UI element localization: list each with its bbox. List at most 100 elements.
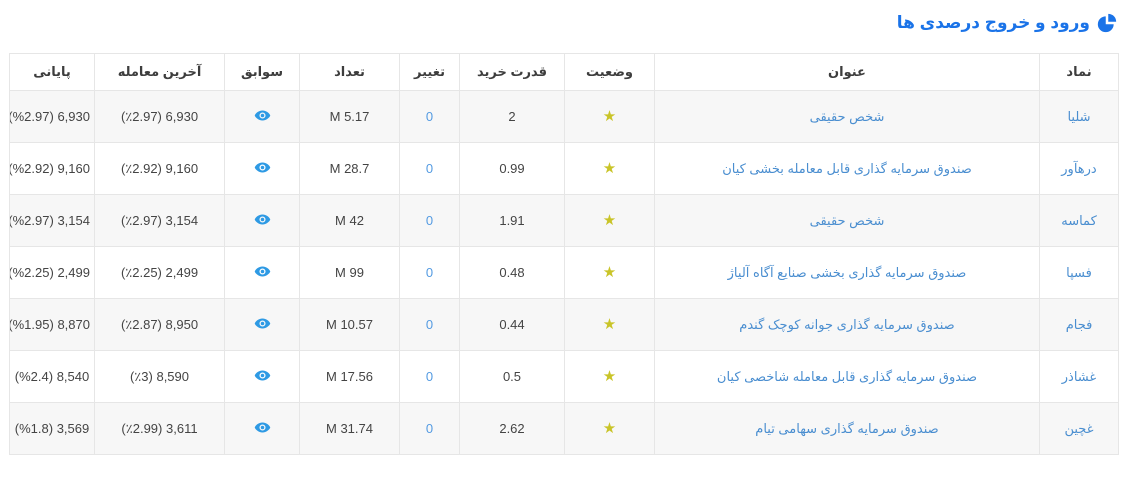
symbol-cell: غچین: [1039, 402, 1119, 455]
count-cell: M 28.7: [299, 142, 400, 195]
close-cell: 8,540 (%2.4): [9, 350, 95, 403]
buy-power-cell: 0.5: [459, 350, 565, 403]
col-header-symbol: نماد: [1039, 53, 1119, 91]
col-header-close: پایانی: [9, 53, 95, 91]
last-trade-cell: 8,950 (٪2.87): [94, 298, 225, 351]
star-icon[interactable]: ★: [602, 108, 617, 125]
count-value: M 42: [335, 213, 364, 228]
close-percent: (%2.97): [9, 213, 54, 228]
symbol-link[interactable]: غچین: [1064, 420, 1094, 436]
change-value[interactable]: 0: [425, 265, 434, 280]
history-cell: [224, 298, 300, 351]
last-trade-percent: (٪2.97): [120, 109, 162, 124]
title-cell: صندوق سرمایه گذاری قابل معامله بخشی کیان: [654, 142, 1040, 195]
last-trade-percent: (٪2.87): [120, 317, 162, 332]
header-row: نماد عنوان وضعیت قدرت خرید تغییر تعداد س…: [9, 53, 1119, 91]
buy-power-value: 0.48: [499, 265, 525, 280]
title-cell: صندوق سرمایه گذاری قابل معامله شاخصی کیا…: [654, 350, 1040, 403]
close-value: 8,870: [57, 317, 90, 332]
close-cell: 6,930 (%2.97): [9, 90, 95, 143]
status-cell: ★: [564, 142, 655, 195]
eye-icon[interactable]: [254, 211, 271, 228]
symbol-cell: درهآور: [1039, 142, 1119, 195]
table-row: فسپا صندوق سرمایه گذاری بخشی صنایع آگاه …: [9, 246, 1119, 299]
title-link[interactable]: صندوق سرمایه گذاری بخشی صنایع آگاه آلیاژ: [727, 264, 967, 280]
change-value[interactable]: 0: [425, 317, 434, 332]
title-link[interactable]: شخص حقیقی: [809, 212, 885, 228]
history-cell: [224, 90, 300, 143]
change-value[interactable]: 0: [425, 109, 434, 124]
table-row: غچین صندوق سرمایه گذاری سهامی تیام ★ 2.6…: [9, 402, 1119, 455]
count-cell: M 99: [299, 246, 400, 299]
col-header-count: تعداد: [299, 53, 400, 91]
star-icon[interactable]: ★: [602, 212, 617, 229]
last-trade-value: 3,154: [165, 213, 199, 228]
history-cell: [224, 246, 300, 299]
eye-icon[interactable]: [254, 107, 271, 124]
buy-power-cell: 2: [459, 90, 565, 143]
close-percent: (%1.95): [9, 317, 54, 332]
close-cell: 8,870 (%1.95): [9, 298, 95, 351]
count-cell: M 10.57: [299, 298, 400, 351]
status-cell: ★: [564, 194, 655, 247]
status-cell: ★: [564, 350, 655, 403]
count-cell: M 42: [299, 194, 400, 247]
last-trade-cell: 2,499 (٪2.25): [94, 246, 225, 299]
symbol-cell: کماسه: [1039, 194, 1119, 247]
table-body: شلیا شخص حقیقی ★ 2 0 M 5.17 6,930 (٪2.97…: [9, 90, 1119, 455]
symbol-link[interactable]: غشاذر: [1061, 368, 1097, 384]
change-cell: 0: [399, 90, 460, 143]
eye-icon[interactable]: [254, 419, 271, 436]
buy-power-cell: 1.91: [459, 194, 565, 247]
close-percent: (%2.4): [14, 369, 54, 384]
buy-power-value: 2.62: [499, 421, 525, 436]
title-link[interactable]: صندوق سرمایه گذاری قابل معامله شاخصی کیا…: [716, 368, 978, 384]
col-header-last-trade: آخرین معامله: [94, 53, 225, 91]
change-value[interactable]: 0: [425, 213, 434, 228]
star-icon[interactable]: ★: [602, 160, 617, 177]
symbol-link[interactable]: کماسه: [1061, 212, 1097, 228]
last-trade-cell: 8,590 (٪3): [94, 350, 225, 403]
title-cell: شخص حقیقی: [654, 194, 1040, 247]
close-cell: 3,569 (%1.8): [9, 402, 95, 455]
last-trade-value: 9,160: [165, 161, 199, 176]
change-cell: 0: [399, 246, 460, 299]
close-percent: (%1.8): [14, 421, 54, 436]
last-trade-percent: (٪2.97): [120, 213, 162, 228]
eye-icon[interactable]: [254, 263, 271, 280]
title-link[interactable]: صندوق سرمایه گذاری قابل معامله بخشی کیان: [722, 160, 972, 176]
change-value[interactable]: 0: [425, 421, 434, 436]
title-link[interactable]: شخص حقیقی: [809, 108, 885, 124]
last-trade-percent: (٪2.92): [120, 161, 162, 176]
symbol-link[interactable]: درهآور: [1061, 160, 1097, 176]
last-trade-cell: 9,160 (٪2.92): [94, 142, 225, 195]
eye-icon[interactable]: [254, 315, 271, 332]
symbol-link[interactable]: فجام: [1065, 316, 1093, 332]
table-header: نماد عنوان وضعیت قدرت خرید تغییر تعداد س…: [9, 53, 1119, 91]
last-trade-cell: 3,154 (٪2.97): [94, 194, 225, 247]
symbol-link[interactable]: فسپا: [1066, 264, 1092, 280]
star-icon[interactable]: ★: [602, 420, 617, 437]
last-trade-value: 8,950: [165, 317, 199, 332]
star-icon[interactable]: ★: [602, 316, 617, 333]
last-trade-percent: (٪2.99): [121, 421, 163, 436]
page-header: ورود و خروج درصدی ها: [0, 0, 1129, 39]
symbol-cell: فسپا: [1039, 246, 1119, 299]
symbol-cell: فجام: [1039, 298, 1119, 351]
change-value[interactable]: 0: [425, 161, 434, 176]
col-header-history: سوابق: [224, 53, 300, 91]
star-icon[interactable]: ★: [602, 264, 617, 281]
eye-icon[interactable]: [254, 367, 271, 384]
eye-icon[interactable]: [254, 159, 271, 176]
symbol-link[interactable]: شلیا: [1067, 108, 1091, 124]
count-value: M 28.7: [329, 161, 370, 176]
change-value[interactable]: 0: [425, 369, 434, 384]
col-header-title: عنوان: [654, 53, 1040, 91]
change-cell: 0: [399, 402, 460, 455]
count-cell: M 31.74: [299, 402, 400, 455]
buy-power-value: 0.5: [502, 369, 522, 384]
star-icon[interactable]: ★: [602, 368, 617, 385]
title-link[interactable]: صندوق سرمایه گذاری جوانه کوچک گندم: [739, 316, 955, 332]
title-link[interactable]: صندوق سرمایه گذاری سهامی تیام: [755, 420, 939, 436]
